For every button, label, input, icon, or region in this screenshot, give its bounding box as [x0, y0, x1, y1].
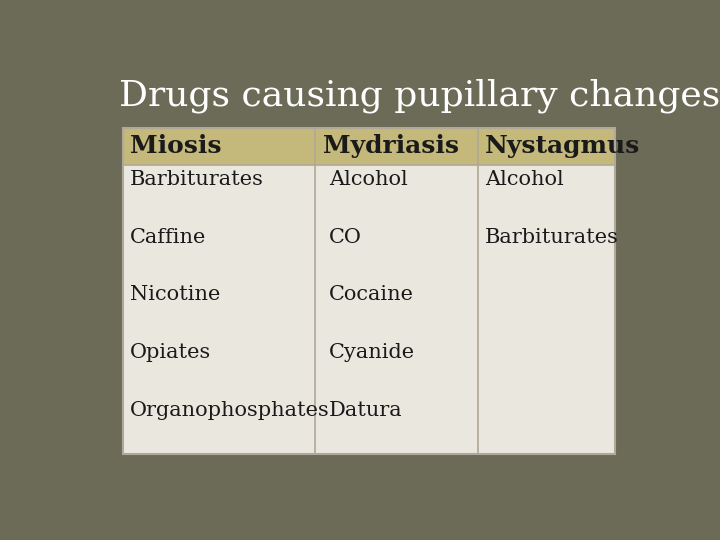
Bar — [122, 128, 616, 454]
Text: CO: CO — [329, 227, 361, 247]
Text: Cyanide: Cyanide — [329, 343, 415, 362]
Text: Organophosphates: Organophosphates — [130, 401, 330, 420]
Bar — [122, 128, 616, 165]
Text: Miosis: Miosis — [130, 134, 222, 158]
Text: Barbiturates: Barbiturates — [485, 227, 619, 247]
Text: Drugs causing pupillary changes: Drugs causing pupillary changes — [120, 78, 720, 113]
Text: Alcohol: Alcohol — [485, 170, 564, 189]
Text: Nystagmus: Nystagmus — [485, 134, 641, 158]
Text: Nicotine: Nicotine — [130, 285, 220, 305]
Bar — [122, 128, 616, 454]
Text: Mydriasis: Mydriasis — [323, 134, 459, 158]
Text: Cocaine: Cocaine — [329, 285, 414, 305]
Text: Datura: Datura — [329, 401, 402, 420]
Text: Caffine: Caffine — [130, 227, 207, 247]
Text: Barbiturates: Barbiturates — [130, 170, 264, 189]
Text: Opiates: Opiates — [130, 343, 212, 362]
Text: Alcohol: Alcohol — [329, 170, 408, 189]
